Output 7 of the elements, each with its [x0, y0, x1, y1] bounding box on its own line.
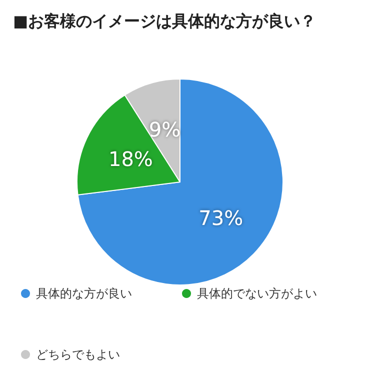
data-label: 9% — [148, 118, 181, 142]
chart-title: ■お客様のイメージは具体的な方が良い？ — [13, 12, 316, 30]
data-label: 18% — [108, 146, 153, 171]
data-label: 73% — [198, 206, 244, 230]
legend-label: 具体的な方が良い — [36, 286, 132, 300]
legend-label: どちらでもよい — [36, 348, 120, 362]
legend-label: 具体的でない方がよい — [197, 286, 317, 300]
